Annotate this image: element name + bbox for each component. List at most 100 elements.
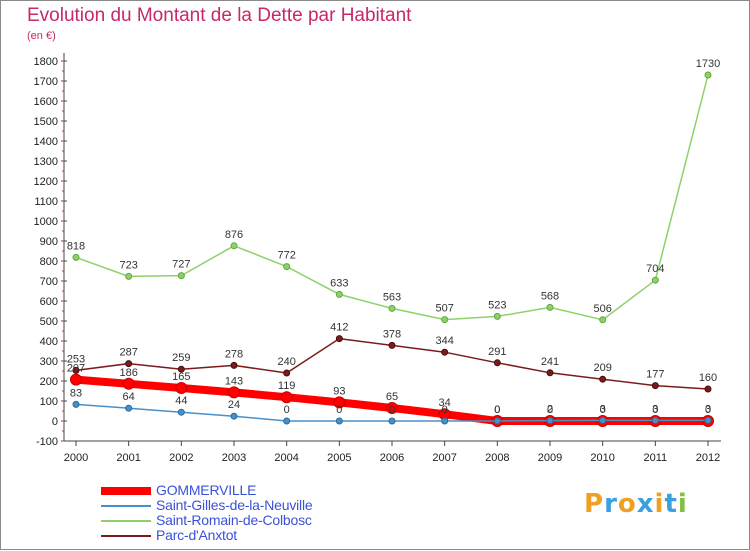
data-point <box>704 71 712 79</box>
data-point <box>72 253 80 261</box>
data-label: 523 <box>488 299 506 311</box>
data-label: 64 <box>123 391 135 403</box>
data-point-overlay <box>547 418 553 424</box>
y-tick-label: 1000 <box>34 216 58 228</box>
y-tick-label: 1700 <box>34 76 58 88</box>
data-label: 253 <box>67 353 85 365</box>
data-label: 1730 <box>696 58 720 70</box>
x-tick-label: 2006 <box>380 452 404 464</box>
data-label: 412 <box>330 322 348 334</box>
data-label: 24 <box>228 399 240 411</box>
data-label: 727 <box>172 259 190 271</box>
data-point <box>386 402 398 414</box>
data-label: 0 <box>494 404 500 416</box>
y-tick-label: 1100 <box>34 196 58 208</box>
data-label: 207 <box>67 363 85 375</box>
legend-swatch <box>101 520 151 522</box>
data-label: 83 <box>70 387 82 399</box>
y-tick-label: 700 <box>40 276 58 288</box>
chart-title: Evolution du Montant de la Dette par Hab… <box>27 5 412 26</box>
data-point <box>228 386 240 399</box>
data-label: 704 <box>646 263 664 275</box>
data-point-overlay <box>600 417 606 423</box>
x-tick-label: 2009 <box>538 452 562 464</box>
data-point <box>651 382 659 390</box>
data-label: 3 <box>600 403 606 415</box>
x-tick-label: 2008 <box>485 452 509 464</box>
data-point <box>280 391 293 404</box>
data-label: 876 <box>225 229 243 241</box>
legend-swatch <box>101 505 151 507</box>
y-tick-label: 1600 <box>34 96 58 108</box>
data-label: 378 <box>383 328 401 340</box>
data-label: 160 <box>699 372 717 384</box>
data-point-overlay <box>652 417 658 423</box>
data-point <box>493 359 501 367</box>
data-point <box>283 417 291 425</box>
data-label: 0 <box>442 404 448 416</box>
y-tick-label: 1200 <box>34 176 58 188</box>
data-label: 241 <box>541 356 559 368</box>
x-tick-label: 2011 <box>644 452 668 464</box>
legend-swatch <box>101 487 151 495</box>
data-point <box>177 408 185 416</box>
x-tick-label: 2010 <box>590 452 614 464</box>
data-point-overlay <box>494 418 500 424</box>
data-label: 818 <box>67 240 85 252</box>
data-label: 506 <box>593 303 611 315</box>
data-point <box>493 312 501 320</box>
y-tick-label: 0 <box>52 416 58 428</box>
data-label: 772 <box>277 250 295 262</box>
data-label: 0 <box>389 404 395 416</box>
data-label: 0 <box>336 404 342 416</box>
data-label: 240 <box>277 356 295 368</box>
data-point <box>122 377 135 390</box>
data-point <box>335 290 343 298</box>
y-tick-label: -100 <box>36 436 58 448</box>
series-line <box>75 74 709 321</box>
legend-swatch <box>101 535 151 537</box>
x-tick-label: 2003 <box>222 452 246 464</box>
data-point <box>388 341 396 349</box>
y-tick-label: 600 <box>40 296 58 308</box>
data-point <box>70 373 82 386</box>
data-label: 65 <box>386 391 398 403</box>
data-label: 0 <box>494 404 500 416</box>
data-label: 0 <box>547 404 553 416</box>
legend-label: Saint-Romain-de-Colbosc <box>156 512 312 528</box>
data-label: 568 <box>541 290 559 302</box>
data-point <box>230 361 238 369</box>
data-point <box>651 276 659 284</box>
data-label: 0 <box>600 404 606 416</box>
data-label: 119 <box>278 380 296 392</box>
data-label: 3 <box>652 403 658 415</box>
data-point <box>125 404 133 412</box>
data-point <box>335 335 343 343</box>
data-label: 291 <box>488 346 506 358</box>
y-tick-label: 800 <box>40 256 58 268</box>
x-tick-label: 2004 <box>274 452 298 464</box>
x-tick-label: 2007 <box>432 452 456 464</box>
data-point <box>283 369 291 377</box>
x-tick-label: 2001 <box>116 452 140 464</box>
data-point <box>441 417 449 425</box>
data-point <box>72 366 80 374</box>
series-saint-romain-de-colbosc <box>72 71 712 324</box>
series-lines <box>70 71 714 427</box>
data-label: 165 <box>172 371 190 383</box>
data-point <box>125 360 133 368</box>
data-label: 0 <box>705 404 711 416</box>
data-label: 507 <box>435 303 453 315</box>
data-label: 34 <box>439 397 451 409</box>
legend-label: GOMMERVILLE <box>156 482 257 498</box>
data-label: 0 <box>652 404 658 416</box>
x-tick-label: 2002 <box>169 452 193 464</box>
data-label: 93 <box>333 385 345 397</box>
axes: -100010020030040050060070080090010001100… <box>34 53 721 464</box>
data-point <box>599 375 607 383</box>
y-tick-label: 500 <box>40 316 58 328</box>
x-tick-label: 2000 <box>64 452 88 464</box>
y-tick-label: 900 <box>40 236 58 248</box>
